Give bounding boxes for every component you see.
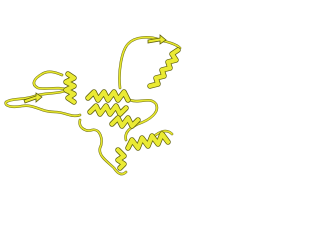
helix	[64, 72, 76, 104]
helix	[110, 116, 140, 128]
loop	[78, 119, 127, 175]
loop	[32, 70, 70, 92]
helix	[88, 104, 128, 116]
strands	[23, 34, 167, 104]
loop	[124, 99, 158, 141]
protein-ribbon	[4, 34, 182, 176]
helices	[63, 47, 181, 171]
helix	[148, 48, 180, 88]
strand	[147, 34, 167, 45]
loop	[33, 70, 69, 91]
loop	[118, 36, 181, 89]
helix	[126, 132, 170, 150]
strand	[23, 92, 43, 104]
page: (() => { const data = JSON.parse(documen…	[4, 34, 182, 176]
helix	[86, 90, 130, 102]
helix	[116, 148, 126, 170]
